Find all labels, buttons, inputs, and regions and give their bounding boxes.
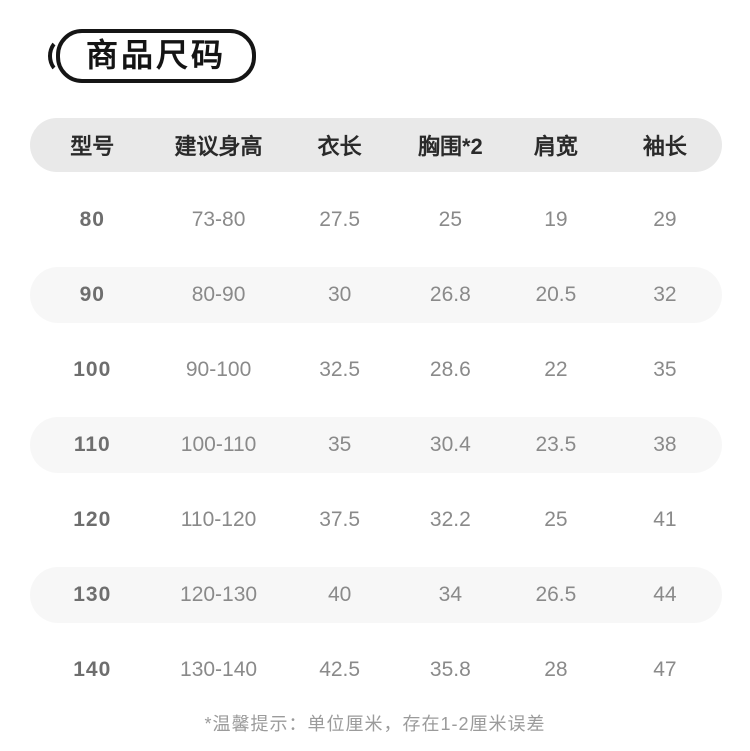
cell-model: 130 xyxy=(73,583,112,606)
cell-height: 90-100 xyxy=(185,358,252,381)
cell-model: 80 xyxy=(79,208,105,231)
cell-shoulder: 28 xyxy=(544,658,568,681)
table-row: 110 100-110 35 30.4 23.5 38 xyxy=(30,417,722,473)
page-title-text: 商品尺码 xyxy=(86,37,227,73)
column-header-sleeve: 袖长 xyxy=(642,134,687,159)
cell-chest: 25 xyxy=(438,208,463,231)
column-header-length: 衣长 xyxy=(317,134,362,159)
cell-model: 100 xyxy=(73,358,112,381)
table-row: 80 73-80 27.5 25 19 29 xyxy=(30,192,722,248)
cell-length: 40 xyxy=(327,583,352,606)
cell-chest: 26.8 xyxy=(429,283,471,306)
page-title: 商品尺码 xyxy=(48,29,257,84)
cell-model: 120 xyxy=(73,508,112,531)
cell-chest: 30.4 xyxy=(429,433,471,456)
cell-height: 100-110 xyxy=(180,433,257,456)
cell-shoulder: 20.5 xyxy=(535,283,577,306)
cell-chest: 35.8 xyxy=(429,658,471,681)
cell-height: 120-130 xyxy=(180,583,258,606)
cell-shoulder: 22 xyxy=(544,358,568,381)
cell-chest: 28.6 xyxy=(429,358,471,381)
cell-shoulder: 25 xyxy=(544,508,568,531)
cell-sleeve: 44 xyxy=(653,583,677,606)
cell-length: 37.5 xyxy=(319,508,361,531)
cell-length: 32.5 xyxy=(319,358,361,381)
cell-height: 110-120 xyxy=(180,508,257,531)
cell-length: 30 xyxy=(327,283,352,306)
cell-model: 110 xyxy=(73,433,111,456)
page-title-badge: 商品尺码 xyxy=(48,29,257,84)
table-row: 130 120-130 40 34 26.5 44 xyxy=(30,567,722,623)
cell-sleeve: 41 xyxy=(653,508,677,531)
cell-chest: 34 xyxy=(438,583,463,606)
cell-model: 140 xyxy=(73,658,112,681)
footer-note: *温馨提示：单位厘米，存在1-2厘米误差 xyxy=(204,714,546,734)
cell-model: 90 xyxy=(79,283,105,306)
cell-sleeve: 38 xyxy=(653,433,677,456)
cell-shoulder: 23.5 xyxy=(535,433,577,456)
table-row: 120 110-120 37.5 32.2 25 41 xyxy=(30,492,722,548)
cell-shoulder: 19 xyxy=(544,208,568,231)
table-row: 100 90-100 32.5 28.6 22 35 xyxy=(30,342,722,398)
table-row: 90 80-90 30 26.8 20.5 32 xyxy=(30,267,722,323)
size-table-body: 80 73-80 27.5 25 19 29 90 80-90 30 26.8 … xyxy=(30,192,722,698)
cell-chest: 32.2 xyxy=(429,508,471,531)
cell-length: 42.5 xyxy=(319,658,361,681)
cell-height: 130-140 xyxy=(180,658,258,681)
cell-length: 27.5 xyxy=(319,208,361,231)
cell-sleeve: 29 xyxy=(653,208,677,231)
brush-arc-decoration xyxy=(48,38,76,74)
cell-sleeve: 47 xyxy=(653,658,677,681)
size-table: 型号 建议身高 衣长 胸围*2 肩宽 袖长 80 73-80 27.5 25 1… xyxy=(30,118,722,717)
column-header-model: 型号 xyxy=(70,134,115,159)
cell-shoulder: 26.5 xyxy=(535,583,577,606)
cell-height: 80-90 xyxy=(191,283,246,306)
cell-sleeve: 32 xyxy=(653,283,677,306)
size-table-header-row: 型号 建议身高 衣长 胸围*2 肩宽 袖长 xyxy=(30,118,722,172)
column-header-chest: 胸围*2 xyxy=(417,134,483,159)
table-row: 140 130-140 42.5 35.8 28 47 xyxy=(30,642,722,698)
column-header-shoulder: 肩宽 xyxy=(533,134,578,159)
cell-length: 35 xyxy=(327,433,352,456)
cell-sleeve: 35 xyxy=(653,358,677,381)
column-header-height: 建议身高 xyxy=(174,134,263,159)
cell-height: 73-80 xyxy=(191,208,246,231)
